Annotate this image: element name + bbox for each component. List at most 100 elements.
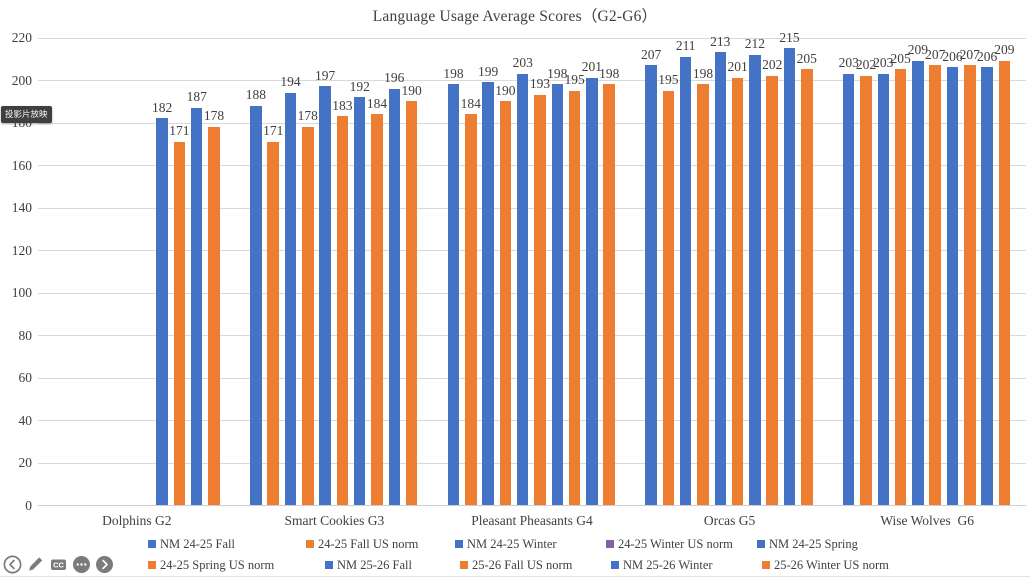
legend-item: 24-25 Fall US norm: [306, 537, 418, 551]
bar: [568, 90, 581, 505]
bar: [319, 86, 331, 505]
bottom-divider: [0, 576, 1030, 577]
legend-swatch: [611, 561, 619, 569]
bar-value-label: 171: [169, 123, 190, 139]
x-axis-category-label: Pleasant Pheasants G4: [471, 513, 593, 528]
bar-value-label: 195: [564, 72, 585, 88]
legend-item: 24-25 Winter US norm: [606, 537, 733, 551]
bar: [964, 65, 976, 505]
bar-value-label: 198: [599, 65, 620, 81]
bar: [645, 65, 657, 505]
bar-value-label: 211: [675, 38, 696, 54]
gridline: [38, 80, 1026, 81]
ellipsis-icon: [72, 555, 91, 578]
bar: [981, 67, 993, 505]
legend-item: NM 25-26 Winter: [611, 558, 713, 572]
bar-value-label: 215: [779, 29, 800, 45]
bar-value-label: 199: [477, 63, 499, 79]
bar: [697, 84, 709, 505]
legend-label: 24-25 Winter US norm: [618, 537, 733, 551]
bar: [783, 48, 796, 505]
x-axis-line: [38, 505, 1026, 506]
more-options-button[interactable]: [72, 555, 91, 578]
bar: [302, 126, 314, 505]
pen-tools-button[interactable]: [26, 556, 45, 576]
bar-value-label: 198: [547, 65, 568, 81]
legend-item: NM 24-25 Winter: [455, 537, 557, 551]
y-axis-tick-label: 140: [11, 200, 32, 215]
bar-value-label: 203: [873, 55, 894, 71]
presenter-controls: CC: [3, 555, 114, 578]
legend-item: 24-25 Spring US norm: [148, 558, 274, 572]
bar-value-label: 201: [727, 59, 748, 75]
bar: [929, 65, 941, 505]
legend-label: 25-26 Fall US norm: [472, 558, 573, 572]
bar: [551, 84, 564, 505]
next-arrow-icon: [95, 555, 114, 578]
legend-swatch: [757, 540, 765, 548]
bar: [877, 73, 890, 505]
gridline: [38, 207, 1026, 209]
bar: [156, 118, 168, 505]
bar: [284, 92, 297, 505]
bar-value-label: 178: [203, 108, 225, 124]
bar-value-label: 207: [959, 46, 980, 62]
bar: [250, 105, 262, 505]
bar-value-label: 202: [855, 57, 877, 73]
gridline: [38, 420, 1026, 421]
bar-value-label: 201: [581, 59, 603, 75]
bar-value-label: 203: [512, 55, 533, 71]
bar-value-label: 203: [838, 55, 859, 71]
bar-value-label: 193: [529, 76, 551, 92]
bar: [208, 126, 220, 505]
bar: [405, 101, 418, 505]
bar-value-label: 209: [994, 42, 1015, 58]
bar-value-label: 202: [762, 57, 783, 73]
gridline: [38, 335, 1026, 336]
slideshow-tooltip: 投影片放映: [1, 106, 52, 123]
legend-item: 25-26 Fall US norm: [460, 558, 572, 572]
x-axis-category-label: Orcas G5: [703, 513, 756, 528]
y-axis-tick-label: 220: [11, 30, 32, 45]
legend-swatch: [325, 561, 333, 569]
y-axis-tick-label: 80: [18, 327, 33, 343]
bar-value-label: 188: [245, 87, 267, 102]
bar-value-label: 198: [443, 65, 464, 81]
legend-label: 24-25 Spring US norm: [160, 558, 275, 572]
y-axis-tick-label: 40: [18, 412, 33, 428]
bar-value-label: 197: [314, 67, 336, 83]
legend-swatch: [460, 561, 468, 569]
gridline: [38, 250, 1026, 251]
legend-swatch: [148, 540, 156, 548]
y-axis-tick-label: 100: [11, 285, 32, 300]
legend-item: NM 24-25 Spring: [757, 537, 858, 551]
legend-label: NM 25-26 Fall: [337, 558, 412, 572]
bar: [499, 101, 512, 505]
bar: [679, 56, 692, 505]
bar-value-label: 205: [890, 50, 911, 66]
bar-value-label: 209: [907, 42, 929, 58]
bar: [912, 60, 924, 505]
bar-value-label: 183: [332, 97, 353, 113]
bar-value-label: 187: [186, 89, 207, 105]
bar: [173, 141, 186, 505]
next-slide-button[interactable]: [95, 555, 114, 578]
bar-value-label: 206: [976, 48, 998, 64]
bar: [894, 69, 907, 505]
previous-slide-button[interactable]: [3, 555, 22, 576]
bar: [714, 52, 727, 505]
bar: [801, 69, 813, 505]
legend-item: NM 24-25 Fall: [148, 537, 235, 551]
closed-captions-button[interactable]: CC: [49, 557, 68, 576]
y-axis-tick-label: 60: [18, 370, 33, 385]
legend-swatch: [606, 540, 614, 548]
bar: [860, 75, 872, 505]
gridline: [38, 37, 1026, 39]
bar: [603, 84, 615, 505]
bar-value-label: 190: [401, 82, 422, 98]
bar: [465, 114, 477, 505]
bar-value-label: 205: [796, 50, 817, 66]
legend-item: NM 25-26 Fall: [325, 558, 412, 572]
gridline: [38, 165, 1026, 166]
